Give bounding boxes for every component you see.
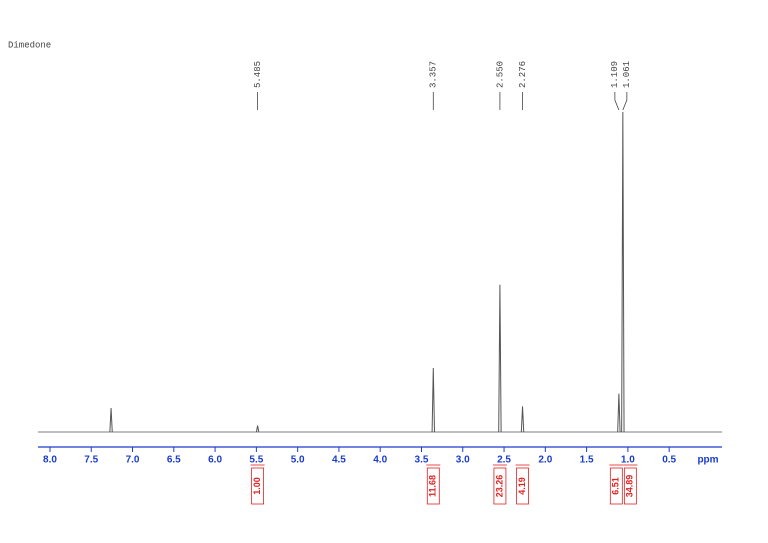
integral xyxy=(251,467,265,505)
x-tick-label: 7.0 xyxy=(126,455,140,466)
x-tick-label: 0.5 xyxy=(662,455,676,466)
x-tick-label: 2.0 xyxy=(538,455,552,466)
integral-label: 6.51 xyxy=(611,477,621,495)
chart-title: Dimedone xyxy=(8,40,51,50)
x-tick-label: 6.0 xyxy=(208,455,222,466)
peak xyxy=(255,425,260,433)
x-tick-label: 5.0 xyxy=(291,455,305,466)
x-tick-label: 5.5 xyxy=(249,455,263,466)
integral xyxy=(516,467,529,505)
peak-label-marker xyxy=(614,92,620,111)
peak-label: 3.357 xyxy=(429,61,439,88)
integral xyxy=(609,467,623,505)
x-tick-label: 4.5 xyxy=(332,455,346,466)
integral-label: 34.89 xyxy=(625,475,635,498)
integral xyxy=(623,467,637,505)
x-tick-label: 1.5 xyxy=(580,455,594,466)
peak xyxy=(621,111,625,433)
peak-label: 1.109 xyxy=(610,61,620,88)
x-tick-label: 8.0 xyxy=(43,455,57,466)
peak-label-marker xyxy=(622,92,628,111)
peak-label: 1.061 xyxy=(622,61,632,88)
integral xyxy=(426,467,440,505)
x-tick-label: 3.5 xyxy=(415,455,429,466)
integral xyxy=(493,467,507,505)
x-tick-label: 1.0 xyxy=(621,455,635,466)
integral-label: 4.19 xyxy=(517,477,527,495)
x-tick-label: 3.0 xyxy=(456,455,470,466)
x-tick-label: 2.5 xyxy=(497,455,511,466)
peak xyxy=(520,406,525,433)
peak-label: 5.485 xyxy=(253,61,263,88)
peak xyxy=(617,393,621,433)
x-tick-label: 6.5 xyxy=(167,455,181,466)
x-tick-label: 4.0 xyxy=(373,455,387,466)
integral-label: 11.68 xyxy=(428,475,438,497)
x-tick-label: 7.5 xyxy=(84,455,98,466)
integral-label: 23.26 xyxy=(494,475,504,498)
peak-label: 2.276 xyxy=(518,61,528,88)
peak xyxy=(431,367,435,433)
peak xyxy=(498,284,502,433)
peak-label: 2.550 xyxy=(495,61,505,88)
x-axis-label: ppm xyxy=(697,455,718,466)
peak xyxy=(109,407,113,433)
integral-label: 1.00 xyxy=(252,477,262,495)
